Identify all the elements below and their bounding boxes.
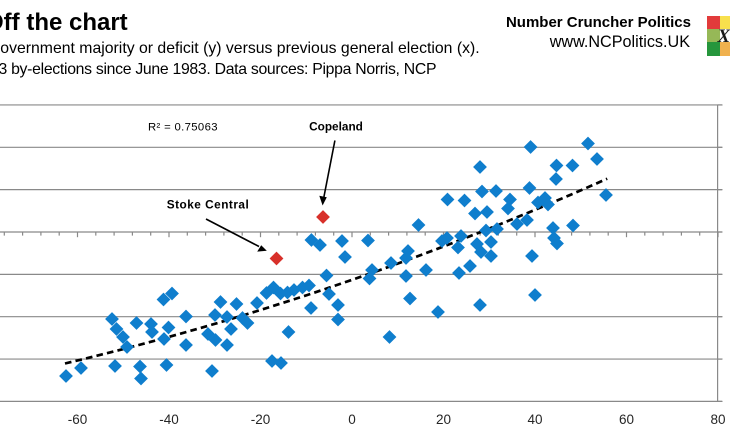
svg-text:Stoke Central: Stoke Central	[167, 197, 250, 211]
svg-text:40: 40	[527, 412, 542, 427]
svg-text:-40: -40	[159, 412, 179, 427]
svg-text:20: 20	[436, 412, 451, 427]
svg-text:80: 80	[710, 412, 725, 427]
svg-text:-60: -60	[68, 412, 88, 427]
svg-text:0: 0	[348, 412, 356, 427]
svg-text:-20: -20	[251, 412, 271, 427]
svg-text:Copeland: Copeland	[309, 119, 363, 133]
svg-text:60: 60	[619, 412, 634, 427]
svg-text:R² = 0.75063: R² = 0.75063	[148, 122, 218, 134]
